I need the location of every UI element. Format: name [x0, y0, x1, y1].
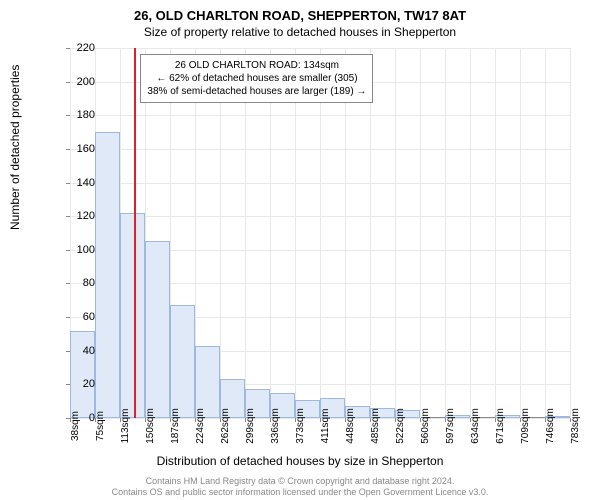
- grid-line-v: [470, 48, 471, 418]
- grid-line-v: [270, 48, 271, 418]
- y-tick-label: 100: [65, 244, 95, 256]
- chart-title: 26, OLD CHARLTON ROAD, SHEPPERTON, TW17 …: [0, 0, 600, 23]
- grid-line-v: [395, 48, 396, 418]
- x-tick-label: 411sqm: [320, 409, 331, 444]
- x-tick-label: 262sqm: [220, 408, 231, 444]
- y-tick-label: 120: [65, 210, 95, 222]
- y-tick-label: 40: [65, 345, 95, 357]
- histogram-bar: [145, 241, 170, 418]
- histogram-bar: [70, 331, 95, 418]
- x-axis-label: Distribution of detached houses by size …: [0, 454, 600, 468]
- x-tick-label: 448sqm: [345, 408, 356, 444]
- chart-subtitle: Size of property relative to detached ho…: [0, 25, 600, 39]
- annotation-box: 26 OLD CHARLTON ROAD: 134sqm ← 62% of de…: [140, 54, 373, 103]
- y-tick-label: 60: [65, 311, 95, 323]
- x-tick-label: 187sqm: [170, 408, 181, 444]
- footer-line1: Contains HM Land Registry data © Crown c…: [0, 476, 600, 487]
- grid-line-v: [520, 48, 521, 418]
- y-tick-label: 180: [65, 109, 95, 121]
- annotation-line2: ← 62% of detached houses are smaller (30…: [147, 72, 366, 85]
- x-tick-label: 746sqm: [545, 408, 556, 444]
- x-tick-label: 709sqm: [520, 408, 531, 444]
- x-tick-label: 485sqm: [370, 408, 381, 444]
- y-axis-label: Number of detached properties: [8, 65, 22, 230]
- x-tick-label: 224sqm: [195, 408, 206, 444]
- grid-line-v: [570, 48, 571, 418]
- grid-line-v: [220, 48, 221, 418]
- annotation-line3: 38% of semi-detached houses are larger (…: [147, 85, 366, 98]
- x-tick-label: 783sqm: [570, 408, 581, 444]
- x-tick-label: 671sqm: [495, 408, 506, 444]
- x-tick-label: 336sqm: [270, 408, 281, 444]
- x-tick-label: 150sqm: [145, 408, 156, 444]
- annotation-line1: 26 OLD CHARLTON ROAD: 134sqm: [147, 59, 366, 72]
- x-tick-label: 522sqm: [395, 408, 406, 444]
- histogram-bar: [120, 213, 145, 418]
- x-tick-label: 597sqm: [445, 408, 456, 444]
- grid-line-v: [420, 48, 421, 418]
- grid-line-v: [445, 48, 446, 418]
- y-tick-label: 160: [65, 143, 95, 155]
- x-tick-label: 75sqm: [95, 411, 106, 441]
- x-tick-label: 560sqm: [420, 408, 431, 444]
- grid-line-v: [345, 48, 346, 418]
- x-tick-label: 113sqm: [120, 409, 131, 444]
- x-tick-label: 38sqm: [70, 411, 81, 441]
- reference-line: [134, 48, 136, 418]
- y-tick-label: 200: [65, 76, 95, 88]
- grid-line-v: [495, 48, 496, 418]
- grid-line-v: [295, 48, 296, 418]
- grid-line-v: [545, 48, 546, 418]
- histogram-bar: [170, 305, 195, 418]
- histogram-bar: [195, 346, 220, 418]
- y-tick-label: 20: [65, 378, 95, 390]
- grid-line-v: [320, 48, 321, 418]
- footer: Contains HM Land Registry data © Crown c…: [0, 476, 600, 498]
- grid-line-v: [245, 48, 246, 418]
- y-tick-label: 140: [65, 177, 95, 189]
- y-tick-label: 80: [65, 277, 95, 289]
- x-tick-label: 373sqm: [295, 408, 306, 444]
- plot-area: 26 OLD CHARLTON ROAD: 134sqm ← 62% of de…: [70, 48, 570, 418]
- histogram-bar: [95, 132, 120, 418]
- footer-line2: Contains OS and public sector informatio…: [0, 487, 600, 498]
- x-tick-label: 299sqm: [245, 408, 256, 444]
- x-tick-label: 634sqm: [470, 408, 481, 444]
- chart-container: 26, OLD CHARLTON ROAD, SHEPPERTON, TW17 …: [0, 0, 600, 500]
- y-tick-label: 220: [65, 42, 95, 54]
- grid-line-v: [370, 48, 371, 418]
